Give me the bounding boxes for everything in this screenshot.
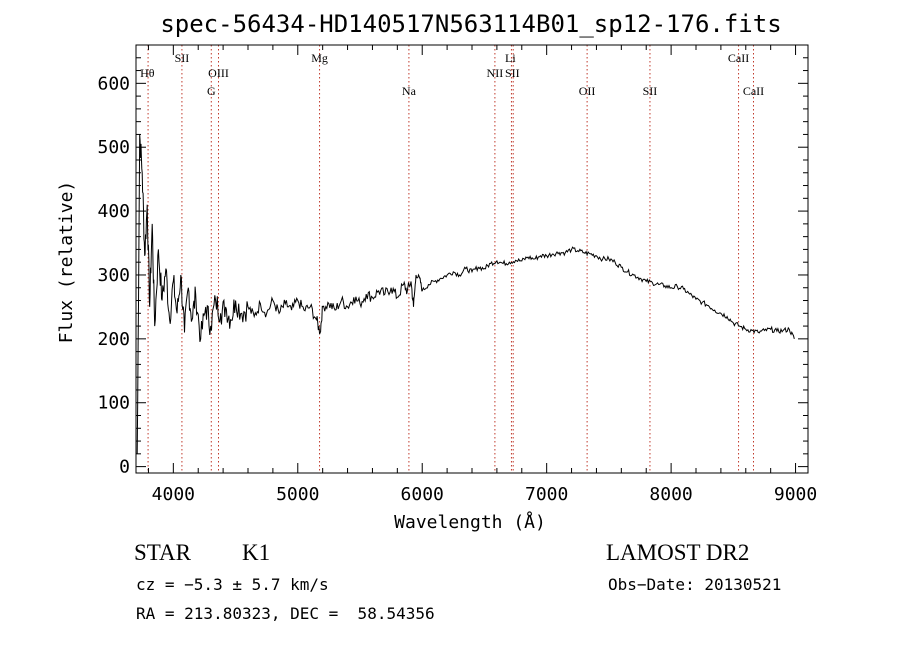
marker-label: SII <box>505 66 520 80</box>
x-axis-label: Wavelength (Å) <box>394 511 546 533</box>
y-tick-label: 300 <box>97 265 130 286</box>
marker-label: G <box>207 84 216 98</box>
marker-label: NII <box>487 66 504 80</box>
obs-date: Obs−Date: 20130521 <box>608 575 782 594</box>
x-tick-label: 9000 <box>774 484 817 505</box>
spectral-line-markers <box>147 45 754 473</box>
marker-label: Na <box>402 84 417 98</box>
x-tick-label: 6000 <box>401 484 444 505</box>
marker-label: CaII <box>728 51 749 65</box>
marker-label: OIII <box>208 66 229 80</box>
y-tick-label: 0 <box>119 457 130 478</box>
y-axis: 0 100 200 300 400 500 600 <box>97 57 808 478</box>
y-tick-label: 200 <box>97 329 130 350</box>
y-tick-label: 100 <box>97 393 130 414</box>
x-tick-label: 7000 <box>525 484 568 505</box>
object-type: STAR <box>134 540 191 565</box>
marker-label: OII <box>579 84 596 98</box>
marker-label: Li <box>505 51 516 65</box>
coordinates: RA = 213.80323, DEC = 58.54356 <box>136 604 435 623</box>
x-tick-label: 8000 <box>649 484 692 505</box>
marker-label: Mg <box>311 51 328 65</box>
spectrum-line <box>136 134 795 454</box>
y-tick-label: 600 <box>97 73 130 94</box>
x-axis: 4000 5000 6000 7000 8000 9000 <box>147 45 817 505</box>
survey-name: LAMOST DR2 <box>606 540 750 565</box>
x-tick-label: 4000 <box>152 484 195 505</box>
marker-label: Hθ <box>140 66 155 80</box>
y-tick-label: 400 <box>97 201 130 222</box>
plot-frame <box>135 44 809 474</box>
x-tick-label: 5000 <box>276 484 319 505</box>
marker-label: CaII <box>743 84 764 98</box>
y-tick-label: 500 <box>97 137 130 158</box>
spectral-subclass: K1 <box>242 540 271 565</box>
y-axis-label: Flux (relative) <box>56 181 77 344</box>
redshift-cz: cz = −5.3 ± 5.7 km/s <box>136 575 329 594</box>
marker-label: SII <box>643 84 658 98</box>
marker-label: SII <box>175 51 190 65</box>
spectrum-series <box>136 134 795 454</box>
chart-title: spec-56434-HD140517N563114B01_sp12-176.f… <box>160 10 781 38</box>
